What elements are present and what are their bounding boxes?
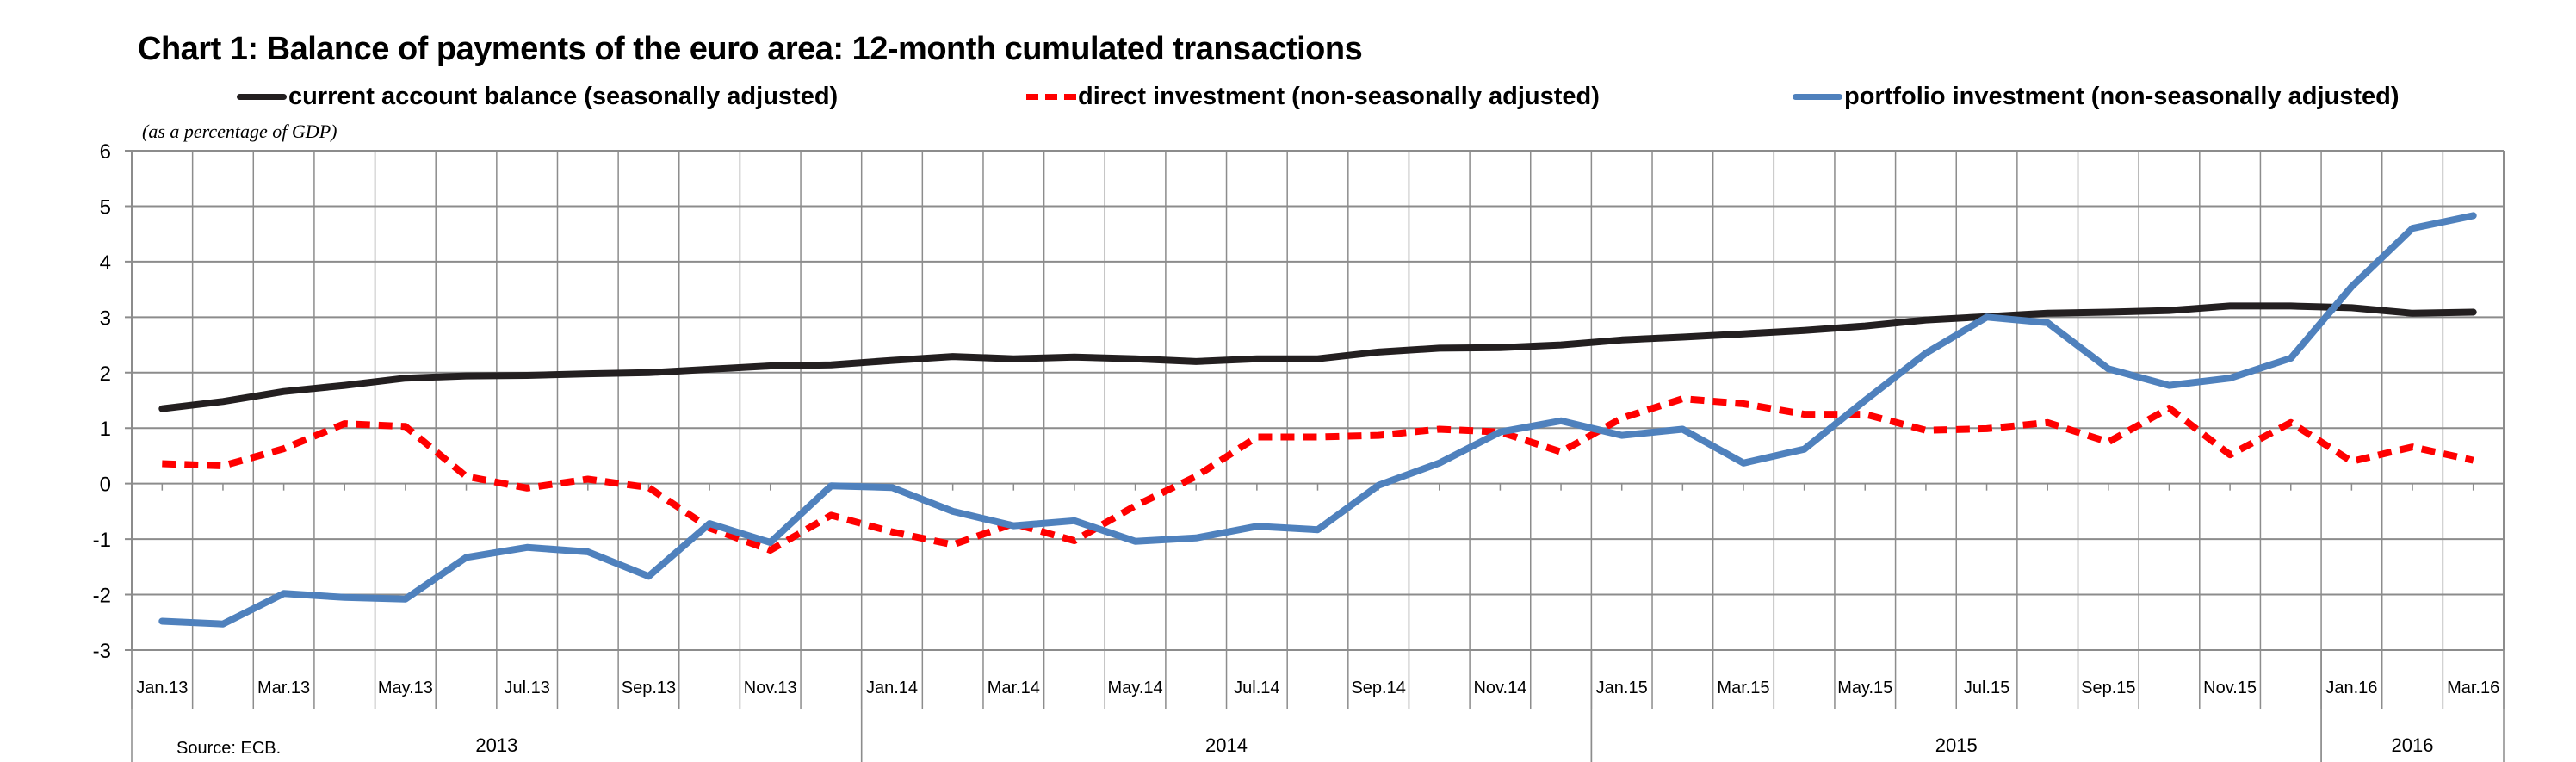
- x-tick-label: May.14: [1108, 678, 1163, 697]
- legend-swatch-direct-investment: [1026, 93, 1076, 100]
- y-tick-label: 3: [100, 307, 111, 330]
- legend-item-portfolio-investment: portfolio investment (non-seasonally adj…: [1793, 79, 2400, 114]
- y-tick-label: -2: [93, 585, 111, 608]
- series-current-account-line: [158, 302, 2477, 412]
- x-tick-label: Mar.16: [2447, 678, 2499, 697]
- x-tick-label: Mar.15: [1717, 678, 1769, 697]
- x-tick-label: Jul.13: [504, 678, 549, 697]
- year-label: 2015: [1935, 734, 1978, 756]
- x-tick-label: Sep.15: [2081, 678, 2135, 697]
- x-tick-label: Jul.14: [1234, 678, 1279, 697]
- legend-swatch-current-account: [237, 93, 287, 100]
- y-tick-label: -3: [93, 640, 111, 663]
- legend-item-current-account: current account balance (seasonally adju…: [237, 79, 838, 114]
- legend-label-direct-investment: direct investment (non-seasonally adjust…: [1078, 82, 1600, 110]
- source-note: Source: ECB.: [176, 739, 282, 758]
- x-tick-label: Mar.13: [257, 678, 310, 697]
- y-tick-label: -1: [93, 529, 111, 552]
- y-tick-label: 5: [100, 195, 111, 219]
- y-axis-unit-note: (as a percentage of GDP): [142, 121, 337, 142]
- x-tick-label: Nov.14: [1473, 678, 1526, 697]
- x-tick-label: Jan.13: [136, 678, 188, 697]
- x-tick-label: May.13: [378, 678, 433, 697]
- legend-item-direct-investment: direct investment (non-seasonally adjust…: [1026, 79, 1600, 114]
- x-tick-label: Mar.14: [988, 678, 1040, 697]
- y-tick-label: 4: [100, 251, 111, 275]
- x-tick-label: Jul.15: [1964, 678, 2009, 697]
- series-direct-investment-line: [162, 395, 2474, 554]
- y-tick-label: 1: [100, 418, 111, 441]
- x-tick-label: Jan.16: [2325, 678, 2377, 697]
- series-portfolio-investment-line: [158, 212, 2477, 628]
- y-tick-label: 6: [100, 140, 111, 164]
- x-tick-label: May.15: [1837, 678, 1892, 697]
- year-label: 2014: [1205, 734, 1248, 756]
- y-tick-label: 2: [100, 362, 111, 386]
- chart-title: Chart 1: Balance of payments of the euro…: [138, 31, 1363, 67]
- x-tick-label: Jan.15: [1596, 678, 1648, 697]
- y-tick-label: 0: [100, 474, 111, 497]
- year-label: 2016: [2392, 734, 2434, 756]
- x-tick-label: Sep.14: [1351, 678, 1405, 697]
- legend-label-portfolio-investment: portfolio investment (non-seasonally adj…: [1844, 82, 2400, 110]
- x-tick-label: Nov.15: [2203, 678, 2257, 697]
- x-tick-label: Jan.14: [866, 678, 918, 697]
- legend-label-current-account: current account balance (seasonally adju…: [288, 82, 839, 110]
- year-label: 2013: [475, 734, 517, 756]
- legend-swatch-portfolio-investment: [1793, 93, 1842, 100]
- x-tick-label: Sep.13: [622, 678, 676, 697]
- x-tick-label: Nov.13: [744, 678, 797, 697]
